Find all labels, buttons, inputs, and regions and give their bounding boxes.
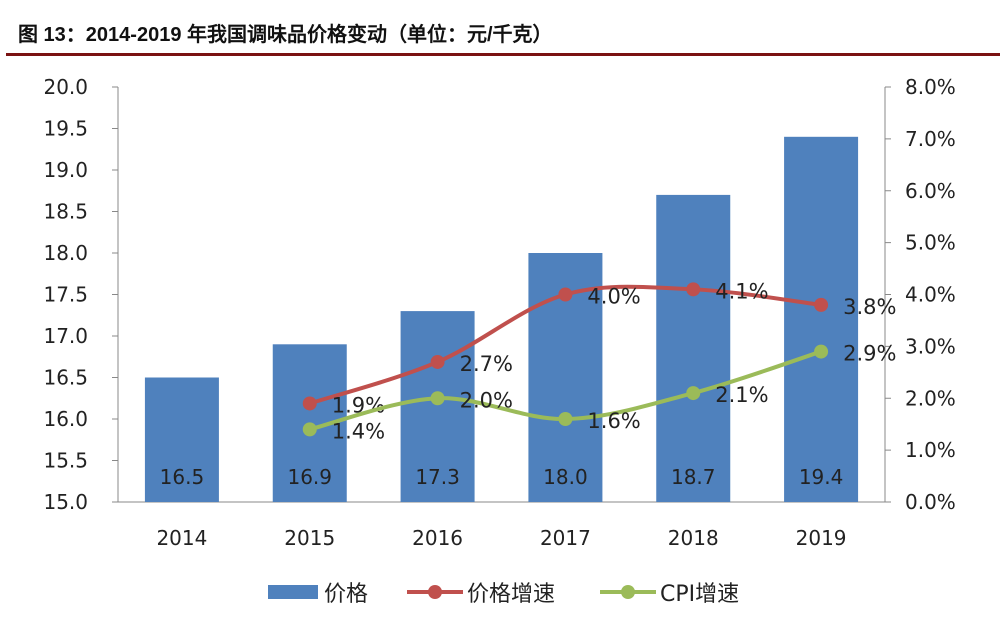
data-point [430, 391, 445, 406]
line-data-label: 2.0% [460, 388, 513, 412]
data-point [302, 396, 317, 411]
bar-data-label: 16.5 [160, 465, 205, 489]
data-point [430, 354, 445, 369]
y2-tick-label: 2.0% [905, 386, 956, 410]
data-point [302, 422, 317, 437]
data-point [814, 344, 829, 359]
y-tick-label: 17.5 [43, 283, 88, 307]
y2-tick-label: 5.0% [905, 231, 956, 255]
y2-tick-label: 3.0% [905, 334, 956, 358]
y-tick-label: 16.0 [43, 407, 88, 431]
legend-swatch-bar [268, 585, 318, 599]
y2-tick-label: 6.0% [905, 179, 956, 203]
x-tick-label: 2016 [412, 526, 463, 550]
bar-data-label: 17.3 [415, 465, 460, 489]
x-tick-label: 2017 [540, 526, 591, 550]
x-tick-label: 2015 [284, 526, 335, 550]
line-data-label: 4.1% [715, 279, 768, 303]
y-tick-label: 19.5 [43, 117, 88, 141]
x-tick-label: 2014 [156, 526, 207, 550]
line-data-label: 1.4% [332, 419, 385, 443]
data-point [686, 282, 701, 297]
legend-swatch-marker [621, 585, 635, 599]
chart-title: 图 13：2014-2019 年我国调味品价格变动（单位：元/千克） [18, 24, 553, 46]
line-data-label: 2.1% [715, 383, 768, 407]
y-tick-label: 15.0 [43, 490, 88, 514]
bar [400, 311, 475, 502]
y-tick-label: 18.5 [43, 200, 88, 224]
data-point [558, 412, 573, 426]
line-data-label: 2.9% [843, 342, 896, 366]
bar [656, 194, 731, 502]
data-point [558, 287, 573, 302]
line-data-label: 1.6% [587, 409, 640, 433]
bar-data-label: 16.9 [287, 465, 332, 489]
legend-swatch-marker [428, 585, 442, 599]
bar-data-label: 19.4 [799, 465, 844, 489]
line-data-label: 4.0% [587, 285, 640, 309]
y-tick-label: 19.0 [43, 158, 88, 182]
legend-label: CPI增速 [660, 582, 739, 607]
y2-tick-label: 0.0% [905, 490, 956, 514]
y2-tick-label: 1.0% [905, 438, 956, 462]
title-divider [6, 53, 1000, 56]
bar-data-label: 18.0 [543, 465, 588, 489]
y-tick-label: 16.5 [43, 366, 88, 390]
y-tick-label: 18.0 [43, 241, 88, 265]
y2-tick-label: 4.0% [905, 283, 956, 307]
line-data-label: 3.8% [843, 295, 896, 319]
data-point [686, 386, 701, 401]
line-data-label: 2.7% [460, 352, 513, 376]
y2-tick-label: 8.0% [905, 75, 956, 99]
y-tick-label: 20.0 [43, 75, 88, 99]
y-tick-label: 17.0 [43, 324, 88, 348]
x-tick-label: 2018 [668, 526, 719, 550]
legend-label: 价格 [324, 582, 368, 607]
y-tick-label: 15.5 [43, 449, 88, 473]
bar [144, 377, 219, 502]
x-tick-label: 2019 [796, 526, 847, 550]
y2-tick-label: 7.0% [905, 127, 956, 151]
bar [784, 136, 859, 503]
legend-label: 价格增速 [467, 582, 555, 607]
bar-data-label: 18.7 [671, 465, 716, 489]
data-point [814, 297, 829, 312]
